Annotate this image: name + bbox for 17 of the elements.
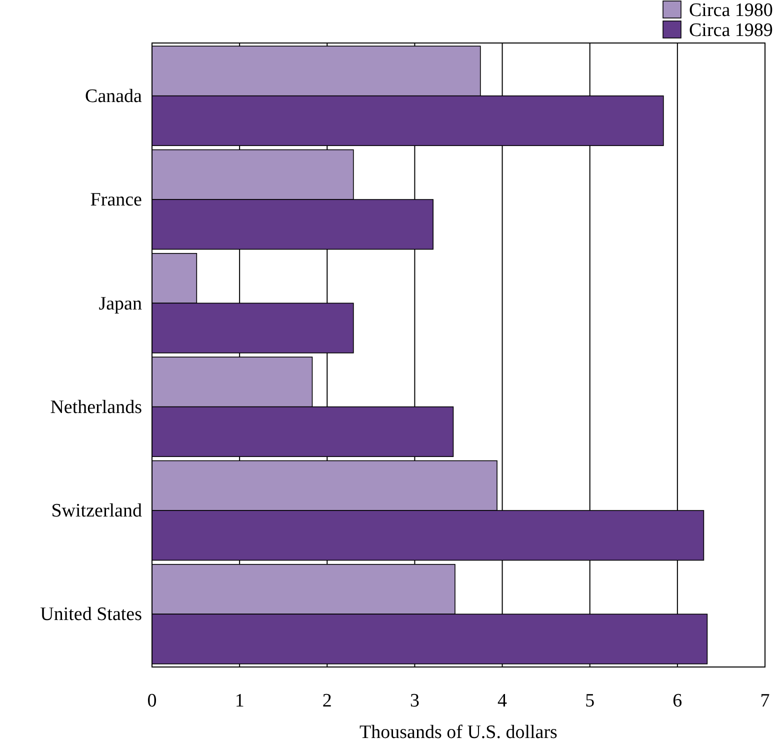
x-tick-label: 1 xyxy=(234,690,244,712)
x-tick-label: 3 xyxy=(410,690,420,712)
x-tick-label: 4 xyxy=(498,690,508,712)
legend-label: Circa 1980 xyxy=(689,0,773,21)
x-tick-label: 5 xyxy=(585,690,595,712)
x-tick-label: 6 xyxy=(672,690,682,712)
x-tick-label: 0 xyxy=(147,690,157,712)
legend-label: Circa 1989 xyxy=(689,20,773,41)
y-tick-label: United States xyxy=(40,604,142,626)
x-tick-label: 7 xyxy=(760,690,770,712)
y-tick-label: Canada xyxy=(85,86,143,107)
y-tick-label: Japan xyxy=(98,293,142,314)
x-axis-title: Thousands of U.S. dollars xyxy=(360,722,558,743)
y-tick-label: Switzerland xyxy=(51,500,142,522)
y-tick-label: France xyxy=(90,190,142,211)
y-tick-label: Netherlands xyxy=(50,396,142,418)
x-tick-label: 2 xyxy=(322,690,332,712)
